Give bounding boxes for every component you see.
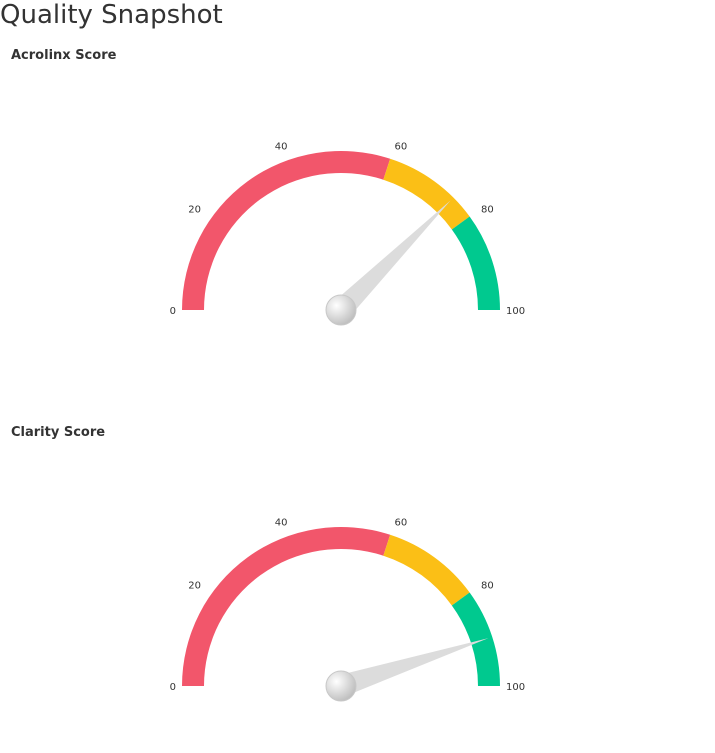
clarity-tick-label: 60	[394, 517, 407, 528]
clarity-tick-label: 80	[481, 580, 494, 591]
acrolinx-tick-label: 20	[188, 204, 201, 215]
page-title: Quality Snapshot	[0, 0, 223, 30]
acrolinx-tick-label: 40	[275, 141, 288, 152]
acrolinx-score-title: Acrolinx Score	[11, 48, 117, 63]
clarity-band-0	[182, 527, 391, 686]
acrolinx-tick-label: 0	[170, 306, 176, 317]
clarity-tick-label: 0	[170, 682, 176, 693]
clarity-band-1	[383, 534, 470, 606]
acrolinx-tick-label: 100	[506, 306, 525, 317]
clarity-tick-label: 20	[188, 580, 201, 591]
acrolinx-needle-pivot	[325, 294, 357, 326]
acrolinx-band-0	[182, 150, 391, 310]
acrolinx-tick-label: 60	[394, 141, 407, 152]
clarity-tick-label: 100	[506, 682, 525, 693]
clarity-needle-pivot	[325, 670, 357, 702]
acrolinx-band-1	[383, 158, 470, 230]
clarity-needle	[337, 638, 489, 697]
acrolinx-tick-label: 80	[481, 204, 494, 215]
clarity-score-gauge: 0 20 40 60 80 100	[170, 517, 525, 702]
acrolinx-score-gauge: 0 20 40 60 80 100	[170, 141, 525, 326]
clarity-score-title: Clarity Score	[11, 425, 106, 440]
acrolinx-band-2	[451, 216, 500, 310]
clarity-band-2	[451, 592, 500, 686]
clarity-tick-label: 40	[275, 517, 288, 528]
acrolinx-needle	[333, 200, 451, 318]
